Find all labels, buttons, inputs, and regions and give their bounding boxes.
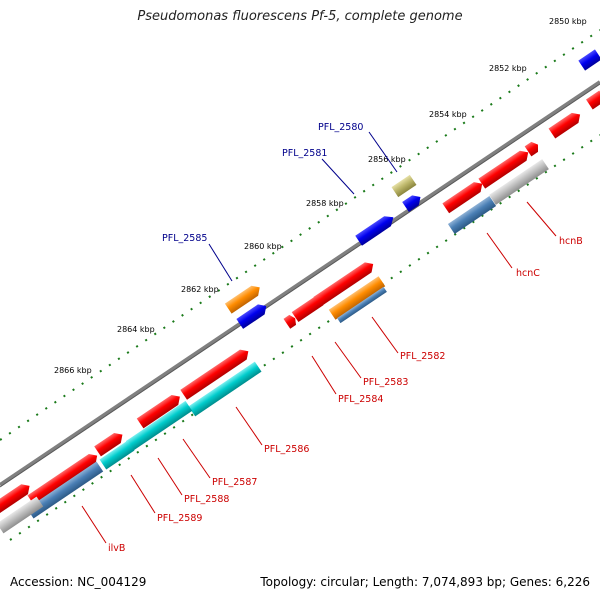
leader-pfl2587 <box>182 438 211 479</box>
leader-pfl2580 <box>368 131 398 173</box>
feature-red-hcnC[interactable] <box>442 179 485 214</box>
feature-blue-pfl2581[interactable] <box>355 212 397 246</box>
feature-steel-hcnC[interactable] <box>447 196 497 234</box>
accession-text: Accession: NC_004129 <box>10 575 147 589</box>
map-title: Pseudomonas fluorescens Pf-5, complete g… <box>137 9 463 24</box>
gene-label-hcnC[interactable]: hcnC <box>516 268 540 279</box>
gene-label-pfl2582[interactable]: PFL_2582 <box>400 351 445 362</box>
feature-cyan-pfl2587[interactable] <box>125 400 193 452</box>
leader-pfl2588 <box>157 457 183 496</box>
feature-grey-hcnB[interactable] <box>489 159 549 205</box>
leader-pfl2586 <box>235 406 263 446</box>
leader-pfl2581 <box>321 158 355 195</box>
gene-label-pfl2587[interactable]: PFL_2587 <box>212 477 257 488</box>
leader-pfl2589 <box>130 474 156 514</box>
gene-label-pfl2580[interactable]: PFL_2580 <box>318 122 363 133</box>
gene-label-hcnB[interactable]: hcnB <box>559 236 583 247</box>
feature-red-hcnB[interactable] <box>478 147 531 189</box>
feature-red-pfl2589[interactable] <box>27 451 100 506</box>
gene-label-pfl2589[interactable]: PFL_2589 <box>157 513 202 524</box>
feature-red-pfl2582[interactable] <box>313 259 376 307</box>
outer-tick-ring <box>0 29 600 441</box>
scale-label-2866: 2866 kbp <box>54 366 92 375</box>
gene-label-ilvB[interactable]: ilvB <box>108 543 125 554</box>
feature-red-pfl2587[interactable] <box>136 392 184 429</box>
feature-red-hcnA-upper[interactable] <box>586 90 600 110</box>
gene-label-pfl2584[interactable]: PFL_2584 <box>338 394 383 405</box>
feature-red-pfl2584-small[interactable] <box>283 313 298 329</box>
gene-label-pfl2585[interactable]: PFL_2585 <box>162 233 207 244</box>
feature-grey-ilvB[interactable] <box>0 496 44 534</box>
leader-ilvB <box>81 505 107 544</box>
gene-label-pfl2583[interactable]: PFL_2583 <box>363 377 408 388</box>
backbone-shadow <box>0 83 600 488</box>
feature-orange-pfl2582[interactable] <box>328 276 386 320</box>
scale-label-2864: 2864 kbp <box>117 325 155 334</box>
feature-red-small[interactable] <box>524 140 542 157</box>
scale-label-2854: 2854 kbp <box>429 110 467 119</box>
leader-pfl2584 <box>311 355 337 395</box>
scale-label-2858: 2858 kbp <box>306 199 344 208</box>
genome-backbone <box>0 80 600 487</box>
scale-label-2852: 2852 kbp <box>489 64 527 73</box>
feature-cyan-pfl2588[interactable] <box>99 440 135 470</box>
leader-pfl2582 <box>371 316 399 354</box>
leader-pfl2585 <box>208 243 233 282</box>
feature-blue-pfl2585[interactable] <box>236 301 269 329</box>
feature-red-pfl2588[interactable] <box>94 430 126 457</box>
scale-label-2856: 2856 kbp <box>368 155 406 164</box>
gene-label-pfl2581[interactable]: PFL_2581 <box>282 148 327 159</box>
feature-red-pfl2584[interactable] <box>291 292 329 323</box>
feature-olive-pfl2580[interactable] <box>391 174 417 198</box>
feature-red-ilvB[interactable] <box>0 481 33 514</box>
feature-blue-pfl2580[interactable] <box>402 192 424 213</box>
gene-label-pfl2586[interactable]: PFL_2586 <box>264 444 309 455</box>
inner-tick-ring <box>9 134 600 541</box>
feature-red-hcnA[interactable] <box>548 110 584 139</box>
leader-hcnB <box>526 201 557 237</box>
feature-blue-top[interactable] <box>578 49 600 71</box>
gene-label-pfl2588[interactable]: PFL_2588 <box>184 494 229 505</box>
feature-steel-pfl2583[interactable] <box>337 286 387 324</box>
scale-label-2860: 2860 kbp <box>244 242 282 251</box>
leader-hcnC <box>486 232 513 269</box>
leader-pfl2583 <box>334 341 362 379</box>
feature-orange-pfl2585[interactable] <box>224 282 263 314</box>
genome-summary-text: Topology: circular; Length: 7,074,893 bp… <box>260 575 590 589</box>
scale-label-2862: 2862 kbp <box>181 285 219 294</box>
feature-steel-pfl2589[interactable] <box>26 461 104 519</box>
feature-red-pfl2586[interactable] <box>180 346 251 400</box>
feature-cyan-pfl2586[interactable] <box>188 361 262 417</box>
scale-label-2850: 2850 kbp <box>549 17 587 26</box>
